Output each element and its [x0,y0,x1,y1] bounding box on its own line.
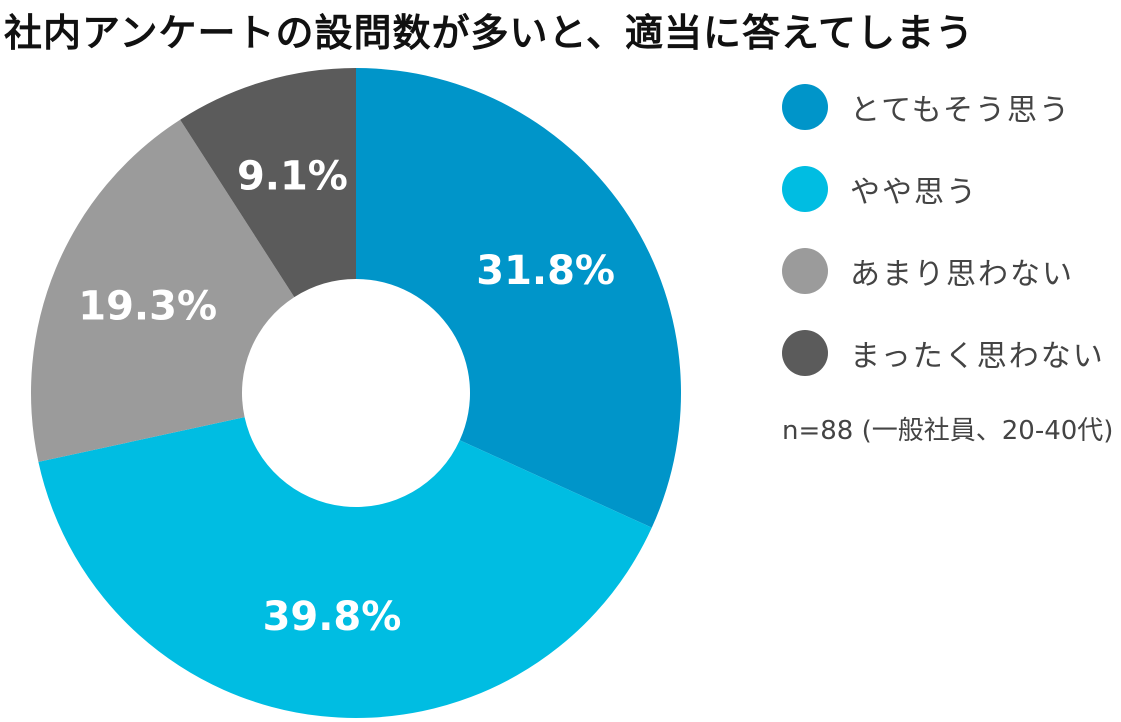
legend-label-somewhat-disagree: あまり思わない [850,257,1074,292]
slice-somewhat-disagree [30,119,295,462]
legend-swatch-strongly-disagree [782,330,828,376]
legend-swatch-somewhat-agree [782,166,828,212]
legend: とてもそう思う やや思う あまり思わない まったく思わない [782,82,1105,410]
slice-label-strongly-disagree: 9.1% [237,154,348,200]
slice-label-somewhat-disagree: 19.3% [78,284,217,330]
legend-label-strongly-disagree: まったく思わない [850,339,1105,374]
legend-label-strongly-agree: とてもそう思う [850,93,1071,128]
legend-item-somewhat-disagree: あまり思わない [782,246,1105,296]
chart-title: 社内アンケートの設問数が多いと、適当に答えてしまう [4,11,975,55]
legend-item-somewhat-agree: やや思う [782,164,1105,214]
legend-item-strongly-disagree: まったく思わない [782,328,1105,378]
legend-label-somewhat-agree: やや思う [850,175,978,210]
legend-item-strongly-agree: とてもそう思う [782,82,1105,132]
legend-swatch-strongly-agree [782,84,828,130]
slice-strongly-disagree [180,68,356,298]
slice-label-strongly-agree: 31.8% [476,248,615,294]
slice-label-somewhat-agree: 39.8% [263,594,402,640]
legend-swatch-somewhat-disagree [782,248,828,294]
slice-strongly-agree [356,68,681,528]
slice-somewhat-agree [38,417,652,718]
donut-chart: 31.8% 39.8% 19.3% 9.1% [30,68,681,718]
sample-note: n=88 (一般社員、20-40代) [782,416,1114,446]
